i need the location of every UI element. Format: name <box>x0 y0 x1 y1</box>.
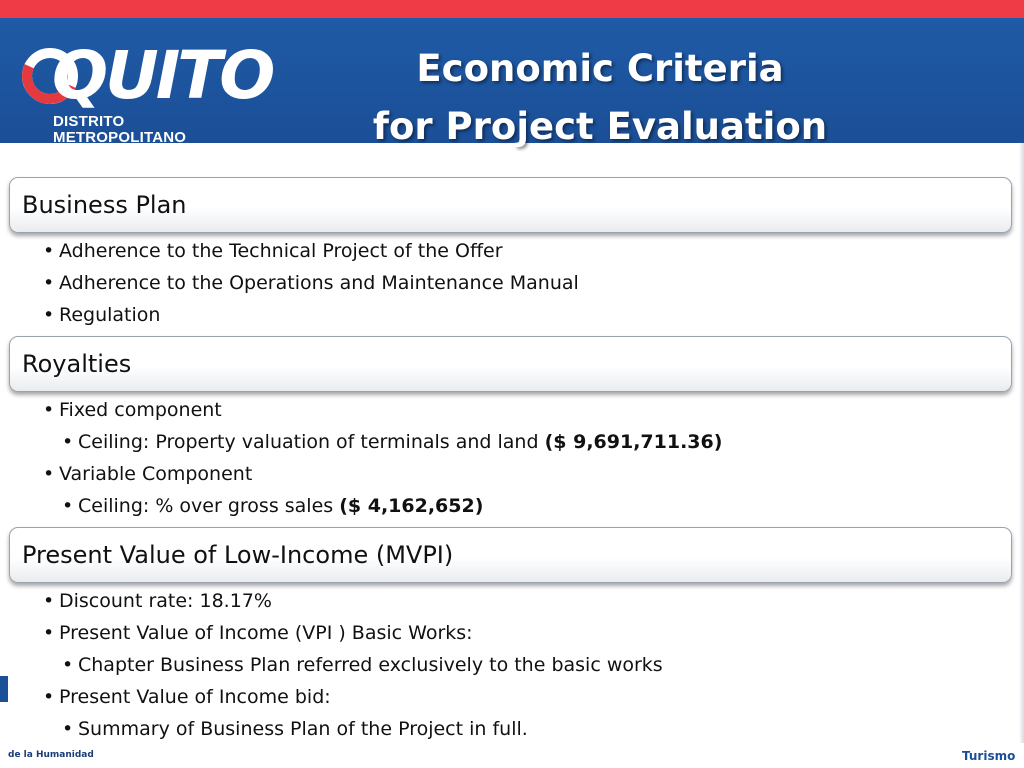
bullet-icon: • <box>62 431 74 453</box>
ceiling-amount-variable: ($ 4,162,652) <box>339 495 484 517</box>
list-item-text: Ceiling: Property valuation of terminals… <box>78 431 545 453</box>
list-item: • Present Value of Income bid: <box>0 681 1024 713</box>
logo-line-2: METROPOLITANO <box>53 129 187 146</box>
list-item: • Adherence to the Operations and Mainten… <box>0 267 1024 299</box>
bullet-icon: • <box>62 718 74 740</box>
slide-header: QUITO DISTRITO METROPOLITANO Economic Cr… <box>0 18 1024 148</box>
list-subitem: • Chapter Business Plan referred exclusiv… <box>0 649 1024 681</box>
list-item: • Fixed component <box>0 394 1024 426</box>
list-item-text: Chapter Business Plan referred exclusive… <box>78 654 663 676</box>
list-item: • Variable Component <box>0 458 1024 490</box>
slide-title-line-2: for Project Evaluation <box>372 105 828 148</box>
logo-line-1: DISTRITO <box>53 113 125 130</box>
list-item: • Regulation <box>0 299 1024 331</box>
bullet-icon: • <box>43 399 55 421</box>
slide-title: Economic Criteria for Project Evaluation <box>330 40 870 156</box>
slide-title-line-1: Economic Criteria <box>416 47 784 90</box>
section-heading-present-value: Present Value of Low-Income (MVPI) <box>9 527 1012 583</box>
logo-wordmark: QUITO <box>52 37 275 114</box>
section-heading-text: Royalties <box>22 350 132 378</box>
list-item-text: Ceiling: % over gross sales <box>78 495 340 517</box>
right-edge-shadow <box>1019 143 1024 743</box>
bullet-icon: • <box>43 590 55 612</box>
bullet-icon: • <box>62 654 74 676</box>
list-item-text: Regulation <box>59 304 161 326</box>
bullet-icon: • <box>43 272 55 294</box>
footer-left-text: de la Humanidad <box>8 750 94 760</box>
royalties-list: • Fixed component • Ceiling: Property valu… <box>0 394 1024 522</box>
list-item-text: Present Value of Income bid: <box>59 686 331 708</box>
top-accent-stripe <box>0 0 1024 18</box>
list-subitem: • Ceiling: Property valuation of terminal… <box>0 426 1024 458</box>
footer-right-text: Turismo <box>962 749 1016 763</box>
bullet-icon: • <box>43 622 55 644</box>
list-item-text: Variable Component <box>59 463 253 485</box>
section-heading-text: Present Value of Low-Income (MVPI) <box>22 541 454 569</box>
list-item-text: Adherence to the Technical Project of th… <box>59 240 503 262</box>
list-subitem: • Summary of Business Plan of the Project… <box>0 713 1024 745</box>
logo-ring-icon <box>22 48 78 104</box>
list-item-text: Fixed component <box>59 399 222 421</box>
background-mark <box>0 676 8 702</box>
list-item-text: Summary of Business Plan of the Project … <box>78 718 528 740</box>
section-heading-business-plan: Business Plan <box>9 177 1012 233</box>
bullet-icon: • <box>43 304 55 326</box>
list-subitem: • Ceiling: % over gross sales ($ 4,162,65… <box>0 490 1024 522</box>
bullet-icon: • <box>43 463 55 485</box>
list-item: • Present Value of Income (VPI ) Basic Wo… <box>0 617 1024 649</box>
bullet-icon: • <box>43 240 55 262</box>
business-plan-list: • Adherence to the Technical Project of t… <box>0 235 1024 331</box>
list-item: • Discount rate: 18.17% <box>0 585 1024 617</box>
ceiling-amount-fixed: ($ 9,691,711.36) <box>544 431 723 453</box>
list-item-text: Adherence to the Operations and Maintena… <box>59 272 579 294</box>
list-item-text: Discount rate: 18.17% <box>59 590 272 612</box>
present-value-list: • Discount rate: 18.17% • Present Value of… <box>0 585 1024 745</box>
section-heading-text: Business Plan <box>22 191 187 219</box>
section-heading-royalties: Royalties <box>9 336 1012 392</box>
bullet-icon: • <box>62 495 74 517</box>
quito-logo: QUITO DISTRITO METROPOLITANO <box>14 40 275 148</box>
bullet-icon: • <box>43 686 55 708</box>
list-item-text: Present Value of Income (VPI ) Basic Wor… <box>59 622 473 644</box>
list-item: • Adherence to the Technical Project of t… <box>0 235 1024 267</box>
